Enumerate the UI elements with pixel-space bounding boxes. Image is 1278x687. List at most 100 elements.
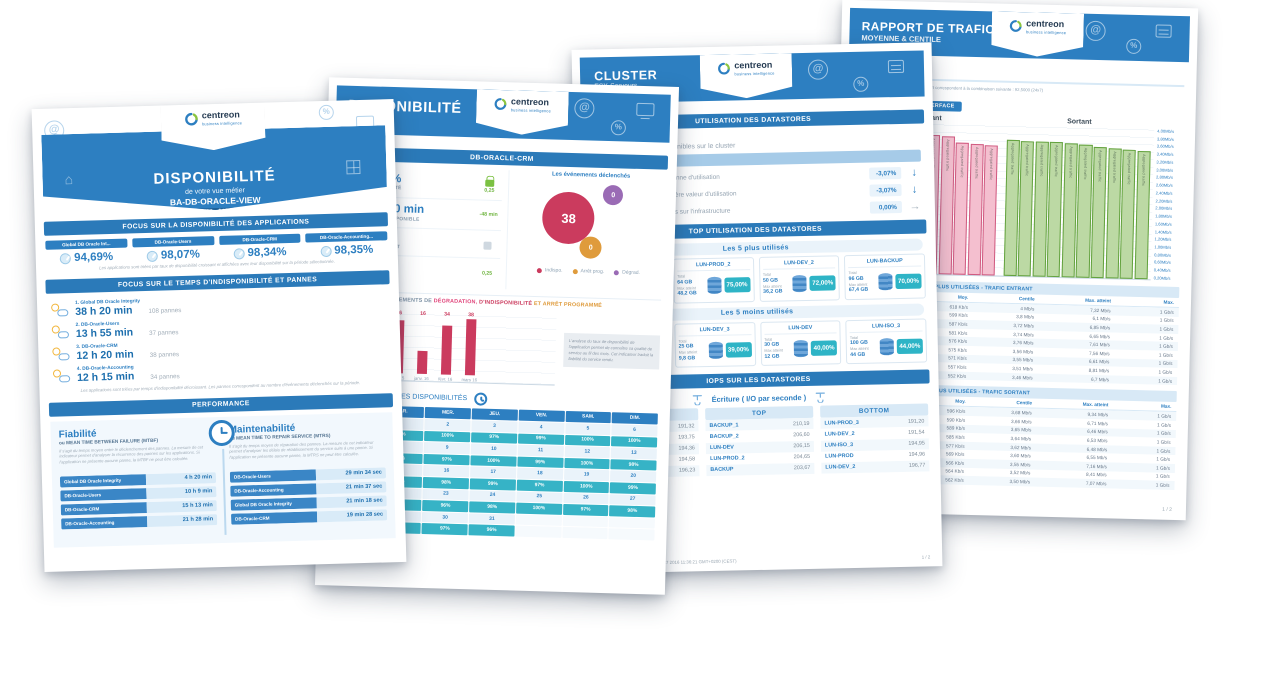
app-value-row: 98,35% — [320, 244, 373, 257]
traffic-bar-sortant: Aggregated traffic — [1017, 140, 1035, 277]
stat-label: sont alloués sur l'infrastructure — [643, 207, 731, 216]
calendar-cell: 97% — [421, 523, 468, 536]
legend-arret: Arrêt prog. — [572, 268, 604, 275]
calendar-cell: 100% — [470, 455, 517, 467]
brand-tagline: business intelligence — [734, 70, 775, 77]
datastore-name: LUN-ISO_3 — [824, 442, 854, 449]
column-header: Max. — [1163, 299, 1175, 305]
calendar-cell: 23 — [422, 488, 469, 501]
at-icon — [574, 98, 595, 119]
availability-value: 98,34% — [247, 246, 287, 260]
app-grid-icon — [346, 160, 360, 174]
report-page-traffic: RAPPORT DE TRAFIC MOYENNE & CENTILE cent… — [829, 0, 1199, 521]
database-icon — [879, 337, 895, 356]
gauge-icon — [59, 252, 72, 264]
mtrs-value: 29 min 34 sec — [315, 467, 387, 481]
month-label: mars 16 — [461, 377, 478, 383]
max-value: 48,2 GB — [677, 290, 697, 297]
calendar-cell: 26 — [562, 492, 609, 505]
datastore-card-body: Total 96 GB Max atteint 67,4 GB 70,00% — [848, 270, 922, 295]
delta-value: 0,25 — [484, 187, 495, 194]
app-name: DB-Oracle-CRM — [230, 511, 318, 525]
mtbf-item: DB-Oracle-Accounting 21 h 28 min — [61, 513, 218, 530]
app-name: DB-Oracle-Accounting — [61, 515, 148, 530]
traffic-bar-sortant: Aggregated traffic — [1105, 148, 1122, 279]
datastore-stats: Total 50 GB Max atteint 36,2 GB — [763, 272, 790, 296]
house-icon — [64, 172, 73, 186]
brand-tagline: business intelligence — [201, 120, 243, 127]
iops-value: 194,95 — [908, 440, 925, 447]
downtime-line: 12 h 15 min 34 pannes — [77, 369, 180, 384]
downtime-line: 38 h 20 min 108 pannes — [75, 303, 181, 318]
calendar-cell — [608, 516, 655, 529]
database-icon — [792, 275, 807, 293]
app-name: Global DB Oracle Integrity — [59, 473, 146, 488]
app-value-row: 98,34% — [233, 246, 287, 260]
day-header: JEU. — [471, 408, 518, 421]
centreon-logo: centreon business intelligence — [183, 103, 242, 151]
datastore-card: LUN-PROD_2 Total 64 GB Max atteint 48,2 … — [672, 257, 755, 304]
calendar-cell: 97% — [562, 504, 609, 516]
legend-indispo: Indispo. — [536, 267, 563, 274]
calendar-cell: 97% — [471, 431, 518, 444]
datastore-name: LUN-DEV_2 — [825, 464, 856, 472]
database-icon — [793, 339, 809, 358]
brand-text: centreon business intelligence — [1026, 19, 1066, 35]
downtime-line: 13 h 55 min 37 pannes — [76, 325, 179, 340]
axis-tick-label: 3,40Mb/s — [1156, 151, 1174, 158]
stat-delta: -3,07% — [869, 166, 902, 180]
calendar-cell — [561, 527, 608, 540]
purple-dot-icon — [614, 269, 620, 275]
calendar-cell: 2 — [424, 418, 471, 431]
iops-value: 203,67 — [793, 465, 811, 472]
calendar-cell: 13 — [610, 447, 657, 460]
calendar-cell: 97% — [423, 453, 470, 466]
centreon-logo: centreon business intelligence — [717, 54, 775, 99]
axis-tick-label: 2,00Mb/s — [1155, 205, 1173, 212]
scale-icon — [815, 392, 826, 403]
traffic-bar-sortant: Aggregated traffic — [1032, 141, 1049, 277]
datastore-name: LUN-PROD_3 — [824, 419, 859, 427]
axis-tick-label: 3,20Mb/s — [1156, 159, 1174, 165]
calendar-cell: 16 — [423, 465, 470, 478]
mtbf-item: Global DB Oracle Integrity 4 h 20 min — [59, 471, 217, 488]
legend-label: Dégrad. — [622, 269, 641, 276]
calendar-cell: 5 — [564, 422, 611, 435]
legend-label: Indispo. — [544, 267, 563, 274]
bar-track — [464, 319, 476, 376]
mtrs-list: DB-Oracle-Users 29 min 34 sec DB-Oracle-… — [229, 467, 388, 525]
events-bubble-chart: 38 0 0 — [515, 177, 664, 267]
iops-title-row: Écriture ( I/O par seconde ) — [579, 389, 939, 408]
interface-label: Aggregated traffic — [988, 148, 994, 181]
interface-label: Aggregated traffic — [1141, 154, 1147, 187]
mtrs-item: DB-Oracle-Accounting 21 min 37 sec — [230, 481, 387, 497]
bar-value: 16 — [420, 311, 427, 318]
axis-tick-label: 3,60Mb/s — [1156, 143, 1174, 150]
datastore-card: LUN-BACKUP Total 96 GB Max atteint 67,4 … — [844, 253, 926, 300]
evolution-title-arret: ET ARRÊT PROGRAMMÉ — [532, 300, 603, 309]
downtime-list: 1. Global DB Oracle Integrity 38 h 20 mi… — [51, 290, 387, 388]
iops-table-top: TOP BACKUP_1 210,19 BACKUP_2 206,60 LUN-… — [705, 405, 815, 477]
app-name: DB-Oracle-Accounting — [230, 483, 317, 497]
calendar-cell: 25 — [516, 491, 563, 504]
datastore-card-body: Total 100 GB Max atteint 44 GB 44,00% — [850, 334, 923, 359]
mtrs-value: 21 min 18 sec — [316, 495, 387, 509]
app-name: DB-Oracle-Users — [229, 469, 316, 483]
interface-label: Aggregated traffic — [1097, 149, 1103, 182]
app-availability: Global DB Oracle Int... 94,69% — [45, 238, 128, 265]
datastore-name: LUN-BACKUP — [848, 257, 922, 269]
bar-value: 34 — [444, 311, 451, 319]
iops-value: 196,77 — [908, 462, 926, 470]
report-page-availability-view: DISPONIBILITÉ de votre vue métier BA-DB-… — [31, 99, 407, 572]
downtime-main: 4. DB-Oracle-Accounting 12 h 15 min 34 p… — [77, 364, 180, 384]
iops-table-body: LUN-PROD_3 191,20 LUN-DEV_2 191,54 LUN-I… — [820, 415, 930, 474]
performance-panel: Fiabilité ou MEAN TIME BETWEEN FAILURE (… — [50, 411, 396, 548]
calendar-cell: 99% — [517, 433, 564, 446]
datastore-name: LUN-ISO_3 — [849, 322, 923, 333]
axis-tick-label: 0,60Mb/s — [1153, 259, 1171, 266]
iops-value: 204,65 — [793, 454, 811, 461]
iops-value: 196,23 — [678, 467, 696, 475]
brand-text: centreon business intelligence — [734, 61, 774, 77]
axis-tick-label: 3,80Mb/s — [1156, 136, 1174, 142]
calendar-cell: 12 — [564, 446, 611, 458]
